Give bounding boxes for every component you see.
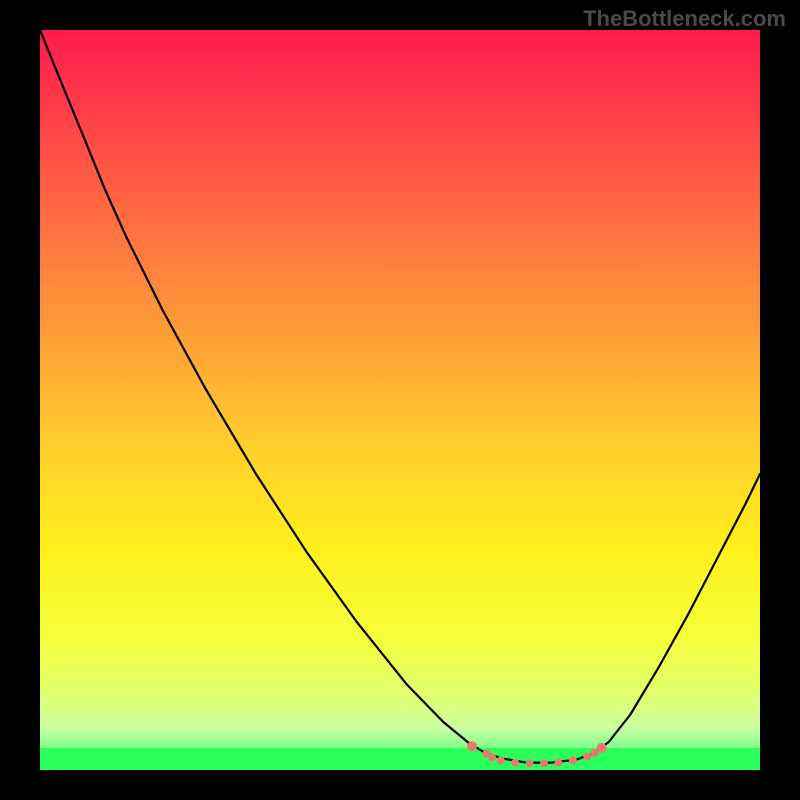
marker-point [569, 756, 577, 764]
marker-point [554, 759, 562, 767]
marker-point [597, 743, 607, 753]
marker-point [583, 753, 591, 761]
marker-point [540, 759, 548, 767]
marker-point [526, 759, 534, 767]
bottleneck-curve [40, 30, 760, 763]
watermark-text: TheBottleneck.com [583, 6, 786, 32]
marker-point [497, 756, 505, 764]
chart-curve-layer [40, 30, 760, 770]
marker-point [467, 741, 477, 751]
chart-plot-area [40, 30, 760, 770]
marker-point [590, 749, 598, 757]
marker-point [488, 753, 496, 761]
marker-point [511, 759, 519, 767]
